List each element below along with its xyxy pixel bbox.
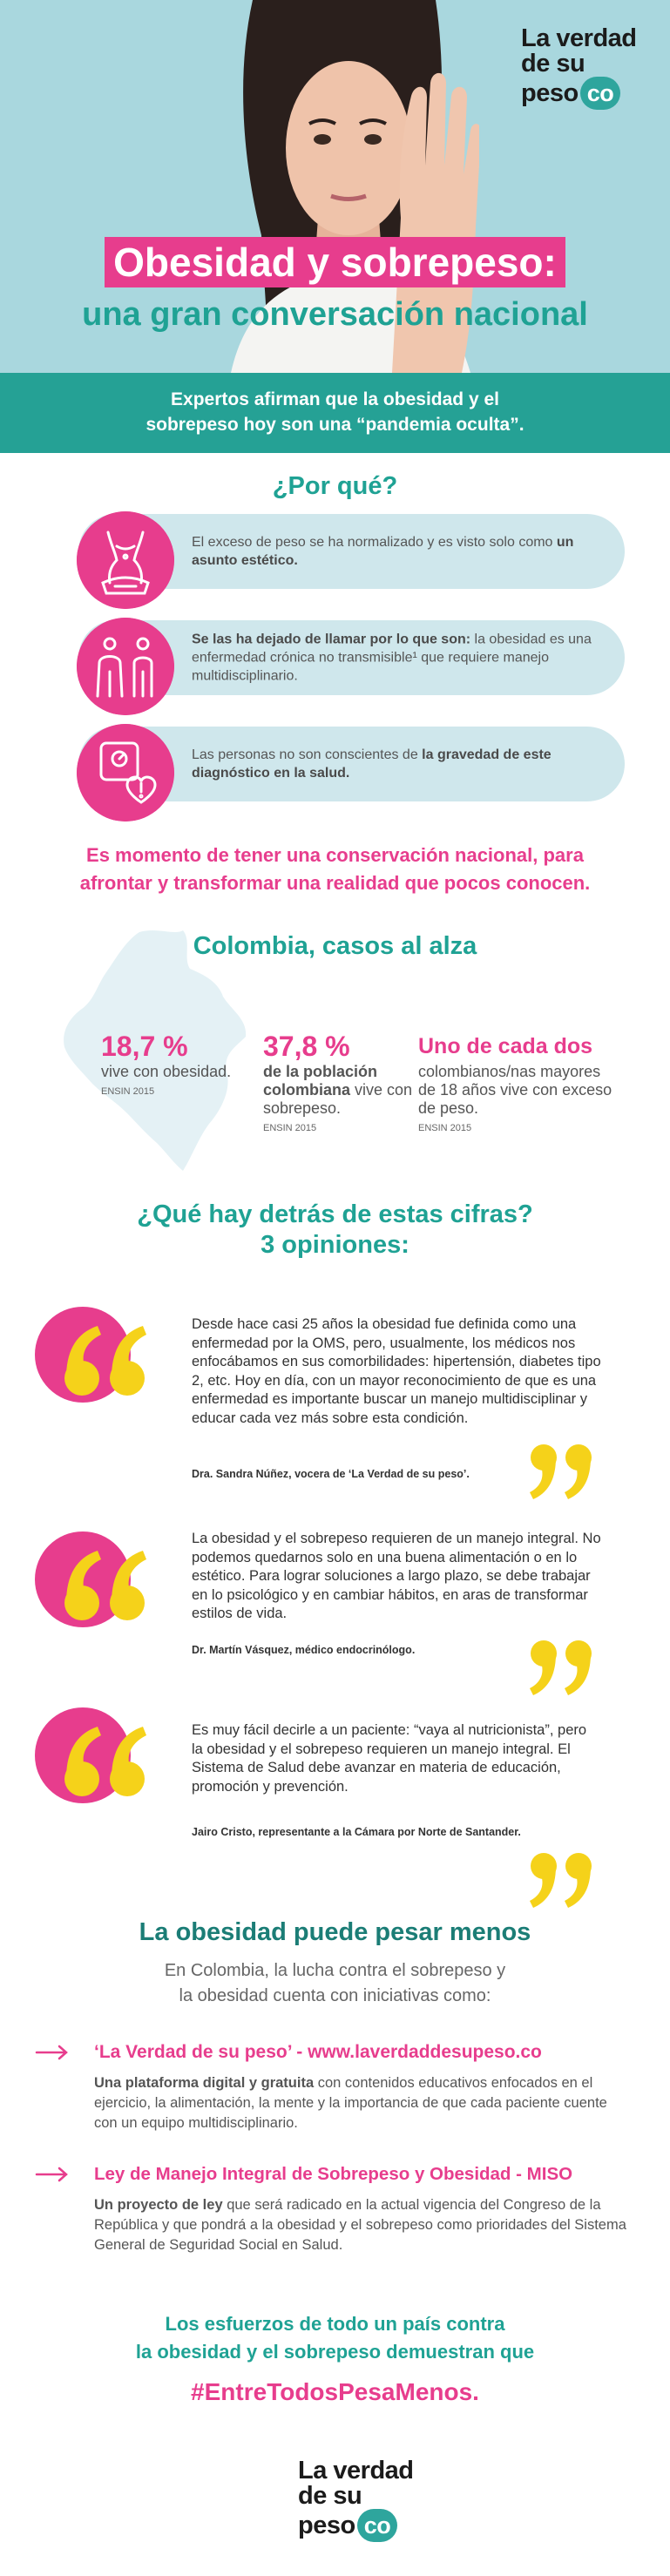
brand-line-1: La verdad [298, 2457, 414, 2485]
stat-description: de la población colombiana vive con sobr… [263, 1063, 413, 1117]
brand-domain-badge: co [579, 77, 621, 110]
opinion-quote-3: Es muy fácil decirle a un paciente: “vay… [192, 1722, 587, 1795]
reason-card-1: El exceso de peso se ha normalizado y es… [77, 511, 625, 609]
colombia-map-icon [64, 930, 247, 1171]
initiatives-intro: En Colombia, la lucha contra el sobrepes… [0, 1958, 670, 2009]
closing-message: Los esfuerzos de todo un país contra la … [0, 2310, 670, 2366]
brand-line-3: peso [521, 79, 579, 107]
call-to-action-statement: Es momento de tener una conservación nac… [35, 842, 635, 897]
initiative-desc-2: Un proyecto de ley que será radicado en … [94, 2197, 626, 2253]
open-quote-icon [35, 1531, 146, 1627]
campaign-hashtag: #EntreTodosPesaMenos. [191, 2378, 479, 2405]
stat-source: ENSIN 2015 [418, 1123, 472, 1133]
banner-line-1: Expertos afirman que la obesidad y el [171, 389, 499, 409]
stat-description: vive con obesidad. [101, 1063, 232, 1080]
reason-card-3: Las personas no son conscientes de la gr… [77, 724, 625, 821]
opinion-author-2: Dr. Martín Vásquez, médico endocrinólogo… [192, 1644, 416, 1656]
reason-text-1: El exceso de peso se ha normalizado y es… [192, 535, 574, 568]
stat-number: 18,7 % [101, 1031, 188, 1062]
stat-obesity: 18,7 % vive con obesidad. ENSIN 2015 [101, 1030, 254, 1099]
stat-source: ENSIN 2015 [263, 1123, 317, 1133]
page-subtitle: una gran conversación nacional [82, 296, 588, 333]
arrow-right-icon [35, 2045, 68, 2060]
opinion-quote-2: La obesidad y el sobrepeso requieren de … [192, 1531, 601, 1621]
stat-number: 37,8 % [263, 1031, 350, 1062]
reason-text-2: Se las ha dejado de llamar por lo que so… [192, 632, 592, 684]
closing-line-1: Los esfuerzos de todo un país contra [165, 2313, 505, 2335]
initiatives-heading: La obesidad puede pesar menos [139, 1918, 531, 1946]
open-quote-icon [35, 1307, 146, 1403]
intro-banner: Expertos afirman que la obesidad y el so… [0, 373, 670, 453]
initiative-title-1: ‘La Verdad de su peso’ - www.laverdaddes… [94, 2042, 542, 2062]
initiatives-intro-line-2: la obesidad cuenta con iniciativas como: [179, 1986, 491, 2005]
statement-line-1: Es momento de tener una conservación nac… [86, 844, 584, 866]
open-quote-icon [35, 1707, 146, 1803]
people-silhouettes-icon [77, 618, 174, 715]
page-title: Obesidad y sobrepeso: [105, 237, 565, 287]
scale-heart-alert-icon [77, 724, 174, 821]
arrow-right-icon [35, 2167, 68, 2182]
opinion-author-1: Dra. Sandra Núñez, vocera de ‘La Verdad … [192, 1468, 470, 1480]
brand-line-3: peso [298, 2512, 355, 2539]
brand-line-1: La verdad [521, 24, 637, 52]
reason-card-2: Se las ha dejado de llamar por lo que so… [77, 618, 625, 715]
hero-section: La verdad de su peso co Obesidad y sobrep… [0, 0, 670, 373]
close-quote-icon [530, 1853, 592, 1908]
stat-overweight: 37,8 % de la población colombiana vive c… [263, 1030, 420, 1135]
initiative-desc-1: Una plataforma digital y gratuita con co… [94, 2075, 607, 2131]
opinion-quote-1: Desde hace casi 25 años la obesidad fue … [192, 1316, 601, 1426]
opinions-heading-line-2: 3 opiniones: [261, 1231, 409, 1259]
stat-source: ENSIN 2015 [101, 1086, 155, 1097]
why-heading: ¿Por qué? [272, 472, 398, 500]
reason-text-3: Las personas no son conscientes de la gr… [192, 747, 552, 781]
opinion-author-3: Jairo Cristo, representante a la Cámara … [192, 1826, 521, 1838]
stat-description: colombianos/nas mayores de 18 años vive … [418, 1063, 612, 1117]
footer-brand-logo: La verdad de su peso co [298, 2458, 429, 2542]
initiatives-intro-line-1: En Colombia, la lucha contra el sobrepes… [164, 1961, 506, 1980]
closing-line-2: la obesidad y el sobrepeso demuestran qu… [135, 2341, 535, 2363]
banner-line-2: sobrepeso hoy son una “pandemia oculta”. [146, 415, 524, 435]
colombia-heading: Colombia, casos al alza [193, 932, 477, 960]
brand-line-2: de su [521, 50, 585, 78]
statement-line-2: afrontar y transformar una realidad que … [79, 872, 591, 894]
opinions-heading: ¿Qué hay detrás de estas cifras? 3 opini… [0, 1200, 670, 1261]
opinions-heading-line-1: ¿Qué hay detrás de estas cifras? [137, 1200, 533, 1228]
body-scale-icon [77, 511, 174, 609]
brand-line-2: de su [298, 2482, 362, 2510]
close-quote-icon [530, 1640, 592, 1695]
initiative-title-2: Ley de Manejo Integral de Sobrepeso y Ob… [94, 2164, 573, 2184]
close-quote-icon [530, 1444, 592, 1499]
brand-domain-badge: co [356, 2509, 398, 2542]
stat-excess-weight: Uno de cada dos colombianos/nas mayores … [418, 1030, 619, 1135]
stat-number: Uno de cada dos [418, 1034, 593, 1058]
brand-logo: La verdad de su peso co [521, 26, 652, 110]
